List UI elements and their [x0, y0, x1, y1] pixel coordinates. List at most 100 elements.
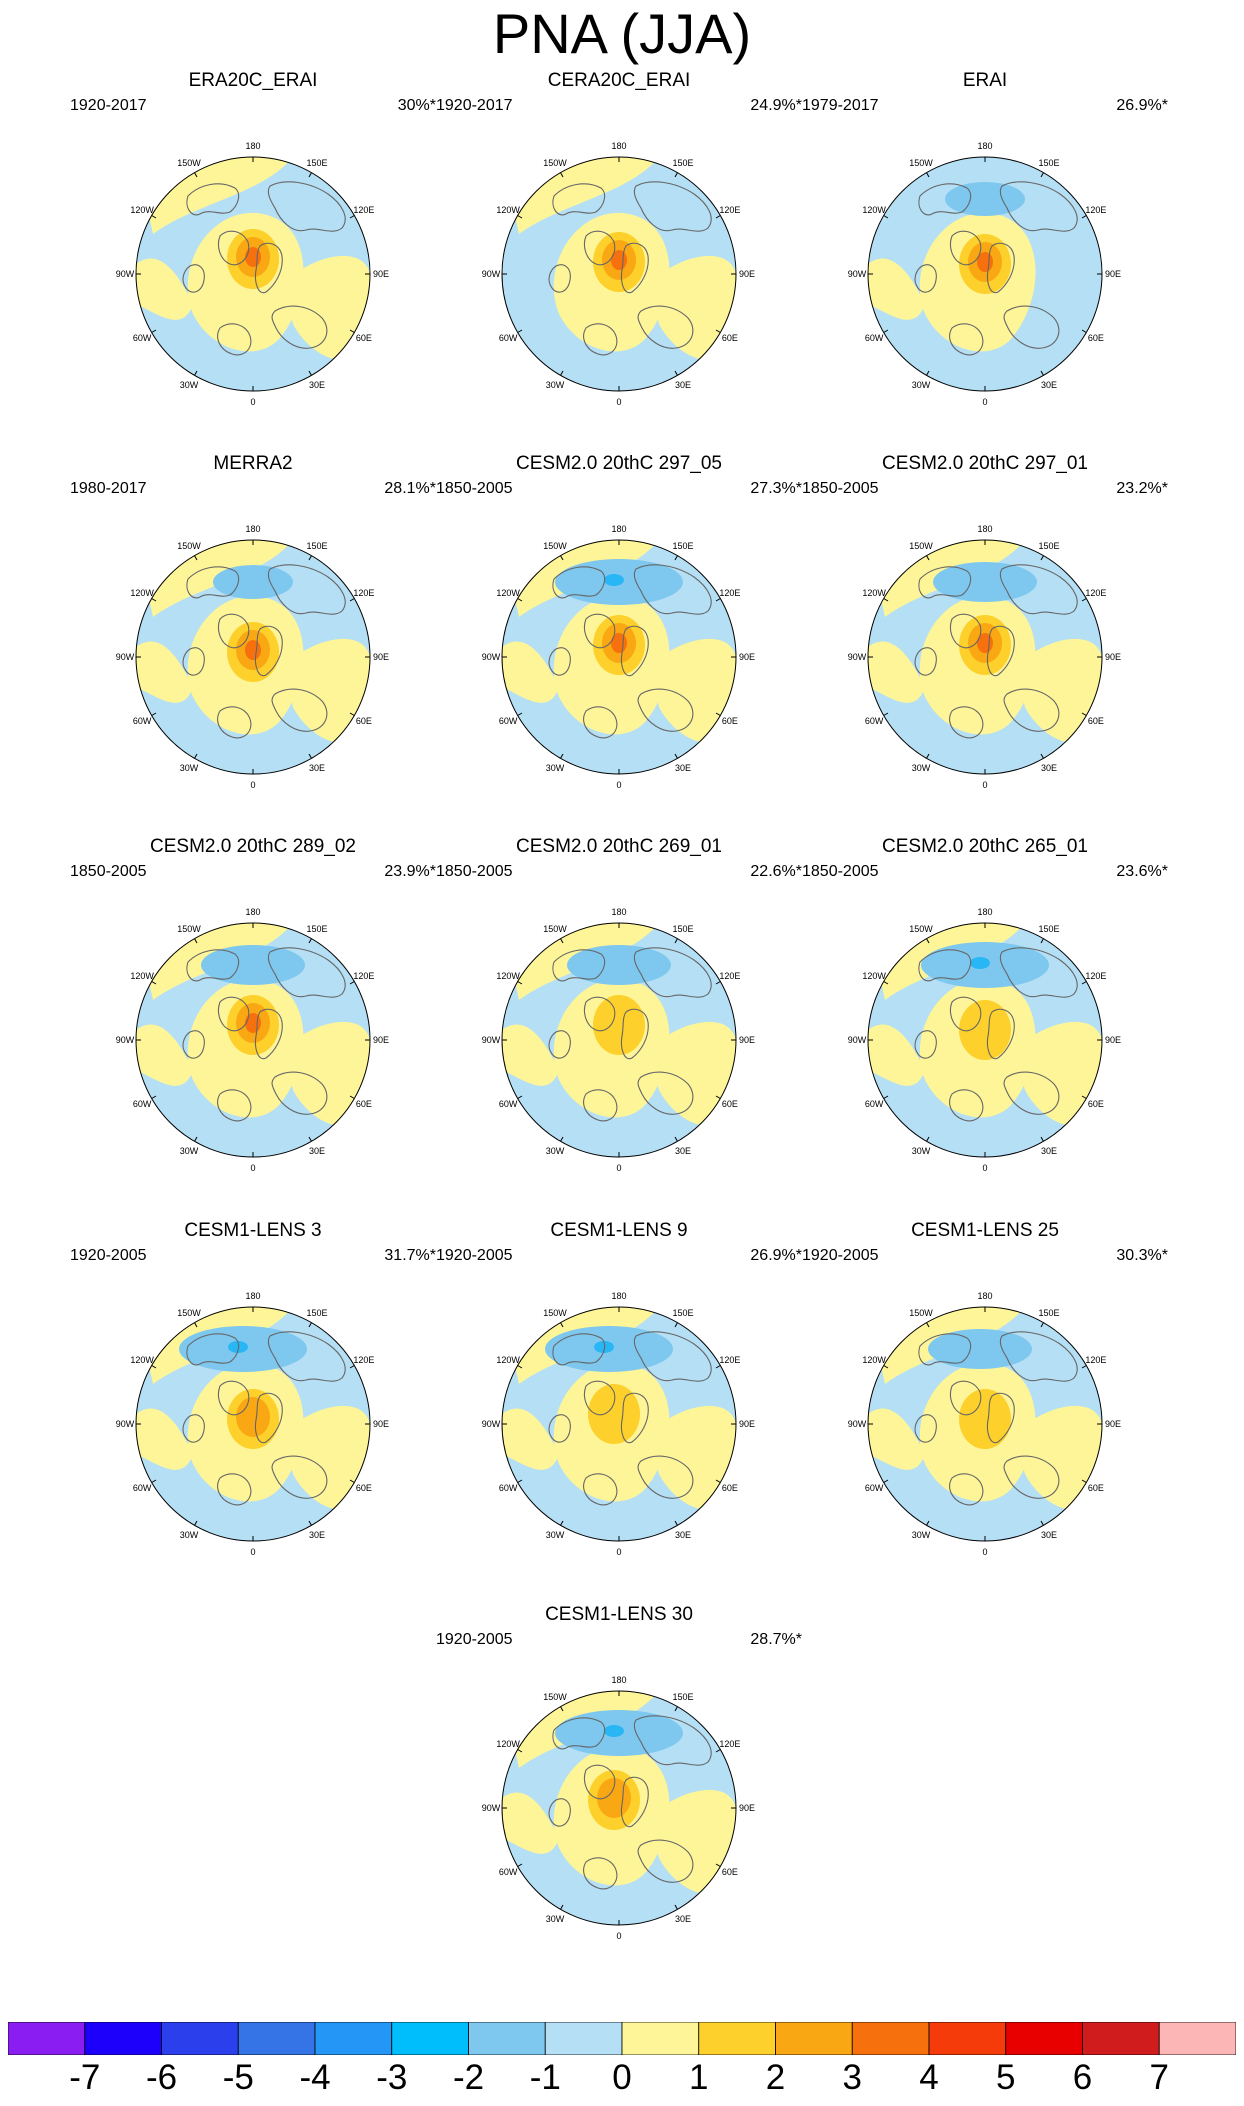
longitude-label: 150E: [672, 158, 693, 168]
longitude-label: 0: [982, 397, 987, 407]
map-tick: [308, 938, 312, 944]
longitude-label: 60E: [722, 333, 738, 343]
coastline: [583, 323, 618, 356]
longitude-label: 120E: [719, 205, 740, 215]
map-tick: [1081, 981, 1087, 985]
map-tick: [560, 938, 564, 944]
longitude-label: 150E: [1038, 1308, 1059, 1318]
longitude-label: 90W: [116, 269, 135, 279]
coastline: [254, 1392, 283, 1444]
coastline: [217, 996, 250, 1032]
coastline: [552, 566, 606, 599]
map-tick: [151, 712, 157, 716]
coastline: [271, 305, 328, 349]
field-trough-weak: [945, 182, 1025, 216]
longitude-label: 120W: [862, 1355, 886, 1365]
longitude-label: 60E: [356, 1483, 372, 1493]
coastline: [949, 706, 984, 739]
coastline: [633, 564, 712, 615]
longitude-label: 90E: [373, 652, 389, 662]
longitude-label: 180: [611, 1291, 626, 1301]
panel-title: CESM2.0 20thC 269_01: [516, 836, 722, 857]
coastline: [217, 1380, 250, 1416]
coastline: [1003, 1455, 1060, 1499]
coastline: [949, 996, 982, 1032]
polar-map: 180 150E 120E 90E 60E 30E 0 30W 60W 90W 120W 150W: [482, 907, 755, 1173]
map-tick: [926, 172, 930, 178]
colorbar-swatch: [161, 2022, 239, 2055]
map-tick: [715, 215, 721, 219]
map-tick: [715, 981, 721, 985]
field-positive-west: [502, 1408, 559, 1470]
panel-variance: 23.2%*: [1116, 480, 1168, 497]
longitude-label: 90W: [482, 1035, 501, 1045]
map-tick: [560, 1520, 564, 1526]
map-tick: [715, 1479, 721, 1483]
map-tick: [560, 555, 564, 561]
coastline: [217, 230, 250, 266]
longitude-label: 150W: [543, 541, 567, 551]
colorbar-label: 4: [919, 2058, 939, 2097]
panel-title: CESM2.0 20thC 297_01: [882, 453, 1088, 474]
coastline: [583, 996, 616, 1032]
longitude-label: 90E: [1105, 652, 1121, 662]
map-tick: [674, 1136, 678, 1142]
longitude-label: 150E: [672, 924, 693, 934]
coastline: [949, 1473, 984, 1506]
field-trough-strong: [604, 574, 624, 586]
map-tick: [349, 1479, 355, 1483]
longitude-label: 150W: [543, 158, 567, 168]
map-field: [136, 157, 370, 391]
map-tick: [517, 1863, 523, 1867]
longitude-label: 60W: [865, 716, 884, 726]
panel-title: CESM2.0 20thC 265_01: [882, 836, 1088, 857]
map-tick: [926, 370, 930, 376]
map-panel: MERRA2 1980-2017 28.1%* 180 150E 120E 90E 60…: [70, 453, 436, 823]
map-tick: [194, 1322, 198, 1328]
map-tick: [308, 1322, 312, 1328]
polar-map: 180 150E 120E 90E 60E 30E 0 30W 60W 90W 120W 150W: [482, 1675, 755, 1941]
coastline: [217, 323, 252, 356]
panel-period: 1920-2005: [802, 1247, 879, 1264]
polar-map: 180 150E 120E 90E 60E 30E 0 30W 60W 90W 120W 150W: [116, 524, 389, 790]
map-tick: [1081, 598, 1087, 602]
panel-title: ERA20C_ERAI: [188, 70, 318, 91]
map-tick: [517, 712, 523, 716]
longitude-label: 150E: [306, 1308, 327, 1318]
longitude-label: 150W: [543, 924, 567, 934]
field-positive-west: [502, 641, 559, 703]
longitude-label: 30W: [912, 763, 931, 773]
map-tick: [1081, 1365, 1087, 1369]
map-tick: [715, 712, 721, 716]
map-tick: [308, 753, 312, 759]
longitude-label: 60E: [722, 1867, 738, 1877]
longitude-label: 180: [611, 907, 626, 917]
longitude-label: 0: [616, 1547, 621, 1557]
figure-title: PNA (JJA): [492, 2, 752, 65]
longitude-label: 90W: [848, 1419, 867, 1429]
map-tick: [349, 981, 355, 985]
map-tick: [715, 1749, 721, 1753]
longitude-label: 90W: [116, 652, 135, 662]
coastline: [182, 1414, 205, 1443]
longitude-label: 30W: [546, 763, 565, 773]
coastline: [552, 1333, 606, 1366]
longitude-label: 150W: [909, 924, 933, 934]
field-positive-west: [502, 1024, 559, 1086]
coastline: [918, 949, 972, 982]
map-panel: CESM1-LENS 30 1920-2005 28.7%* 180 150E 12…: [436, 1604, 802, 1974]
map-tick: [674, 1520, 678, 1526]
longitude-label: 0: [982, 1547, 987, 1557]
longitude-label: 120W: [130, 1355, 154, 1365]
colorbar-label: 5: [996, 2058, 1016, 2097]
map-tick: [517, 215, 523, 219]
coastline: [918, 183, 972, 216]
longitude-label: 60E: [356, 1099, 372, 1109]
map-panel: ERAI 1979-2017 26.9%* 180 150E 120E 90E 60E 3…: [802, 70, 1168, 440]
map-tick: [883, 215, 889, 219]
coastline: [583, 1857, 618, 1890]
longitude-label: 150E: [1038, 924, 1059, 934]
panel-period: 1850-2005: [436, 863, 513, 880]
longitude-label: 120E: [353, 205, 374, 215]
coastline: [949, 230, 982, 266]
